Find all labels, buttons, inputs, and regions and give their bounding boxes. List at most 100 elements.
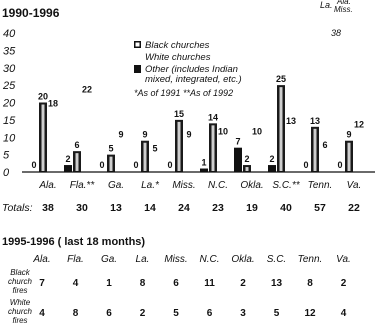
data-label: 0 bbox=[99, 160, 104, 170]
fires-cell-value: 1 bbox=[106, 278, 112, 289]
total-value: 22 bbox=[348, 202, 360, 214]
fires-table: Ala. Fla. Ga. La. Miss. N.C. Okla. S.C. Tenn. Va.… bbox=[8, 254, 351, 325]
data-label: 10 bbox=[252, 126, 262, 136]
fires-column-header: Va. bbox=[336, 254, 351, 265]
top-partial-label: 38 bbox=[331, 28, 341, 38]
legend-swatch-other bbox=[134, 65, 141, 73]
legend-label-other: Other (includes Indian bbox=[145, 64, 238, 75]
data-label: 0 bbox=[167, 160, 172, 170]
x-tick-label: Miss. bbox=[172, 180, 195, 191]
fires-cell-value: 6 bbox=[106, 308, 112, 319]
bar-black-churches-highlight bbox=[279, 87, 283, 171]
bar-white-churches bbox=[115, 140, 123, 172]
data-label: 12 bbox=[354, 119, 364, 129]
x-tick-label: La.* bbox=[141, 180, 160, 191]
bar-black-churches-highlight bbox=[245, 167, 249, 171]
fires-cell-value: 3 bbox=[240, 308, 246, 319]
data-label: 6 bbox=[74, 140, 79, 150]
fires-column-header: Tenn. bbox=[298, 254, 323, 265]
legend-swatch-black-inner bbox=[135, 42, 140, 47]
fires-row-label: church bbox=[8, 307, 33, 316]
x-tick-label: Va. bbox=[347, 180, 362, 191]
total-value: 24 bbox=[178, 202, 190, 214]
data-label: 20 bbox=[38, 92, 48, 102]
data-label: 14 bbox=[208, 112, 218, 122]
fires-cell-value: 8 bbox=[140, 278, 146, 289]
bar-white-churches bbox=[353, 130, 361, 172]
y-tick-label: 10 bbox=[3, 132, 16, 144]
bar-white-churches bbox=[319, 151, 327, 172]
fires-row-label: Black bbox=[10, 268, 31, 277]
bar-white-churches bbox=[285, 126, 293, 172]
fires-cell-value: 6 bbox=[173, 278, 179, 289]
bar-white-churches bbox=[251, 137, 259, 172]
fires-row-label: White bbox=[10, 298, 31, 307]
legend-label-black: Black churches bbox=[145, 40, 210, 51]
total-value: 13 bbox=[110, 202, 122, 214]
totals-row: 38 30 13 14 24 23 19 40 57 22 Totals: bbox=[2, 202, 360, 214]
legend-note: *As of 1991 **As of 1992 bbox=[134, 88, 233, 98]
top-partial-label: Ala. bbox=[336, 0, 351, 6]
fires-cell-value: 6 bbox=[207, 308, 213, 319]
fires-table-title: 1995-1996 ( last 18 months) bbox=[2, 236, 145, 248]
total-value: 30 bbox=[76, 202, 88, 214]
data-label: 0 bbox=[31, 160, 36, 170]
data-label: 10 bbox=[218, 126, 228, 136]
data-label: 0 bbox=[303, 160, 308, 170]
bar-black-churches-highlight bbox=[143, 142, 147, 171]
fires-column-header: N.C. bbox=[200, 254, 220, 265]
total-value: 19 bbox=[246, 202, 258, 214]
y-tick-label: 40 bbox=[3, 28, 16, 40]
totals-label: Totals: bbox=[2, 202, 33, 214]
data-label: 9 bbox=[186, 130, 191, 140]
bar-black-churches-highlight bbox=[347, 142, 351, 171]
x-tick-label: N.C. bbox=[208, 180, 228, 191]
fires-column-header: La. bbox=[136, 254, 150, 265]
fires-row-label: fires bbox=[12, 286, 27, 295]
data-label: 6 bbox=[322, 140, 327, 150]
fires-cell-value: 12 bbox=[304, 308, 316, 319]
y-tick-label: 30 bbox=[3, 63, 16, 75]
fires-cell-value: 8 bbox=[73, 308, 79, 319]
bar-black-churches-highlight bbox=[109, 156, 113, 171]
top-partial-label: La. bbox=[320, 0, 333, 10]
data-label: 25 bbox=[276, 74, 286, 84]
fires-column-header: Okla. bbox=[231, 254, 254, 265]
bar-black-churches-highlight bbox=[177, 121, 181, 171]
fires-column-header: Ga. bbox=[101, 254, 117, 265]
bar-black-churches-highlight bbox=[211, 125, 215, 171]
data-label: 22 bbox=[82, 85, 92, 95]
data-label: 13 bbox=[310, 116, 320, 126]
x-tick-label: Okla. bbox=[240, 180, 263, 191]
fires-cell-value: 2 bbox=[240, 278, 246, 289]
fires-cell-value: 4 bbox=[73, 278, 79, 289]
bar-other bbox=[268, 165, 276, 172]
y-tick-label: 5 bbox=[3, 150, 10, 162]
y-tick-label: 25 bbox=[2, 80, 16, 92]
bar-white-churches bbox=[47, 109, 55, 172]
fires-cell-value: 4 bbox=[341, 308, 347, 319]
data-label: 0 bbox=[133, 160, 138, 170]
bar-black-churches-highlight bbox=[41, 104, 45, 171]
total-value: 40 bbox=[280, 202, 292, 214]
bar-black-churches-highlight bbox=[313, 128, 317, 171]
fires-column-header: Ala. bbox=[32, 254, 50, 265]
data-label: 9 bbox=[142, 130, 147, 140]
y-tick-label: 0 bbox=[3, 167, 10, 179]
data-label: 2 bbox=[269, 154, 274, 164]
x-axis-labels: Ala. Fla.** Ga. La.* Miss. N.C. Okla. S.C.** Ten… bbox=[38, 180, 361, 191]
data-label: 15 bbox=[174, 109, 184, 119]
data-label: 18 bbox=[48, 98, 58, 108]
data-label: 9 bbox=[346, 130, 351, 140]
data-label: 5 bbox=[152, 144, 157, 154]
fires-cell-value: 13 bbox=[271, 278, 283, 289]
x-tick-label: Fla.** bbox=[70, 180, 96, 191]
x-tick-label: Tenn. bbox=[308, 180, 333, 191]
x-tick-label: Ga. bbox=[108, 180, 124, 191]
legend-label-white: White churches bbox=[145, 52, 211, 63]
chart-title: 1990-1996 bbox=[2, 6, 60, 20]
y-axis: 0 5 10 15 20 25 30 35 40 bbox=[2, 28, 16, 179]
fires-cell-value: 2 bbox=[140, 308, 146, 319]
x-tick-label: S.C.** bbox=[272, 180, 300, 191]
